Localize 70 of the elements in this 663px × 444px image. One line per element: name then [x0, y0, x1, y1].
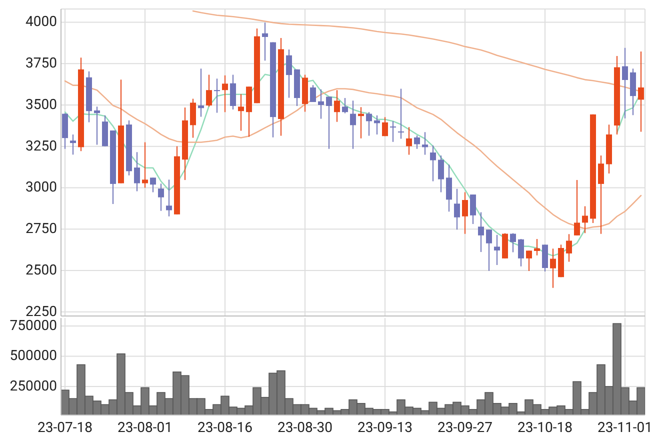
- candlestick: [622, 47, 628, 119]
- candlestick: [462, 192, 468, 234]
- candlestick: [70, 134, 76, 156]
- y-tick-label: 3250: [26, 138, 58, 154]
- candlestick: [542, 244, 548, 272]
- candlestick: [566, 234, 572, 262]
- candlestick: [230, 74, 236, 110]
- candlestick: [390, 120, 396, 142]
- y-tick-label: 3500: [26, 96, 58, 113]
- candlestick: [326, 96, 332, 150]
- y-tick-label: 2500: [26, 262, 58, 278]
- candlestick: [534, 238, 540, 256]
- y-tick-label: 500000: [10, 348, 58, 364]
- candlestick: [334, 90, 340, 122]
- y-tick-label: 750000: [10, 318, 58, 334]
- candlestick: [382, 116, 388, 137]
- candlestick: [422, 132, 428, 156]
- candlestick: [438, 154, 444, 193]
- candlestick: [518, 238, 524, 267]
- candlestick: [630, 68, 636, 116]
- y-tick-label: 2250: [26, 304, 58, 320]
- candlestick: [94, 106, 100, 146]
- candlestick: [406, 126, 412, 156]
- candlestick: [238, 94, 244, 132]
- candlestick: [198, 68, 204, 118]
- candlestick: [262, 22, 268, 62]
- y-tick-label: 250000: [10, 378, 58, 394]
- candlestick: [366, 112, 372, 136]
- candlestick: [446, 164, 452, 212]
- candlestick: [430, 145, 436, 182]
- candlestick: [158, 183, 164, 212]
- candlestick: [166, 179, 172, 217]
- candlestick: [398, 88, 404, 140]
- candlestick: [190, 98, 196, 138]
- x-tick-label: 23-09-13: [358, 420, 412, 436]
- candlestick: [414, 134, 420, 150]
- candlestick: [598, 154, 604, 234]
- candlestick: [526, 250, 532, 272]
- candlestick: [142, 142, 148, 188]
- x-tick-label: 23-08-01: [118, 420, 172, 436]
- x-tick-label: 23-09-27: [438, 420, 493, 436]
- candlestick: [478, 212, 484, 252]
- x-tick-label: 23-08-16: [198, 420, 253, 436]
- candlestick: [470, 194, 476, 224]
- x-tick-label: 23-10-18: [518, 420, 573, 436]
- y-tick-label: 4000: [26, 14, 58, 30]
- candlestick: [310, 84, 316, 103]
- candlestick: [214, 78, 220, 114]
- candlestick: [454, 188, 460, 230]
- candlestick: [318, 88, 324, 120]
- y-tick-label: 3000: [26, 180, 58, 196]
- candlestick: [286, 49, 292, 98]
- candlestick: [342, 98, 348, 114]
- candlestick: [222, 74, 228, 113]
- y-tick-label: 3750: [26, 56, 58, 72]
- candlestick: [510, 232, 516, 253]
- candlestick: [638, 51, 644, 132]
- x-tick-label: 23-11-01: [598, 420, 652, 436]
- y-tick-label: 2750: [26, 221, 58, 238]
- candlestick: [550, 248, 556, 288]
- candlestick: [206, 74, 212, 108]
- candlestick: [150, 177, 156, 193]
- x-tick-label: 23-07-18: [38, 420, 93, 436]
- x-tick-label: 23-08-30: [278, 420, 333, 436]
- candlestick: [582, 206, 588, 234]
- candlestick: [486, 229, 492, 272]
- candlestick: [134, 152, 140, 192]
- candlestick: [574, 179, 580, 236]
- candlestick: [350, 100, 356, 150]
- candlestick: [494, 234, 500, 266]
